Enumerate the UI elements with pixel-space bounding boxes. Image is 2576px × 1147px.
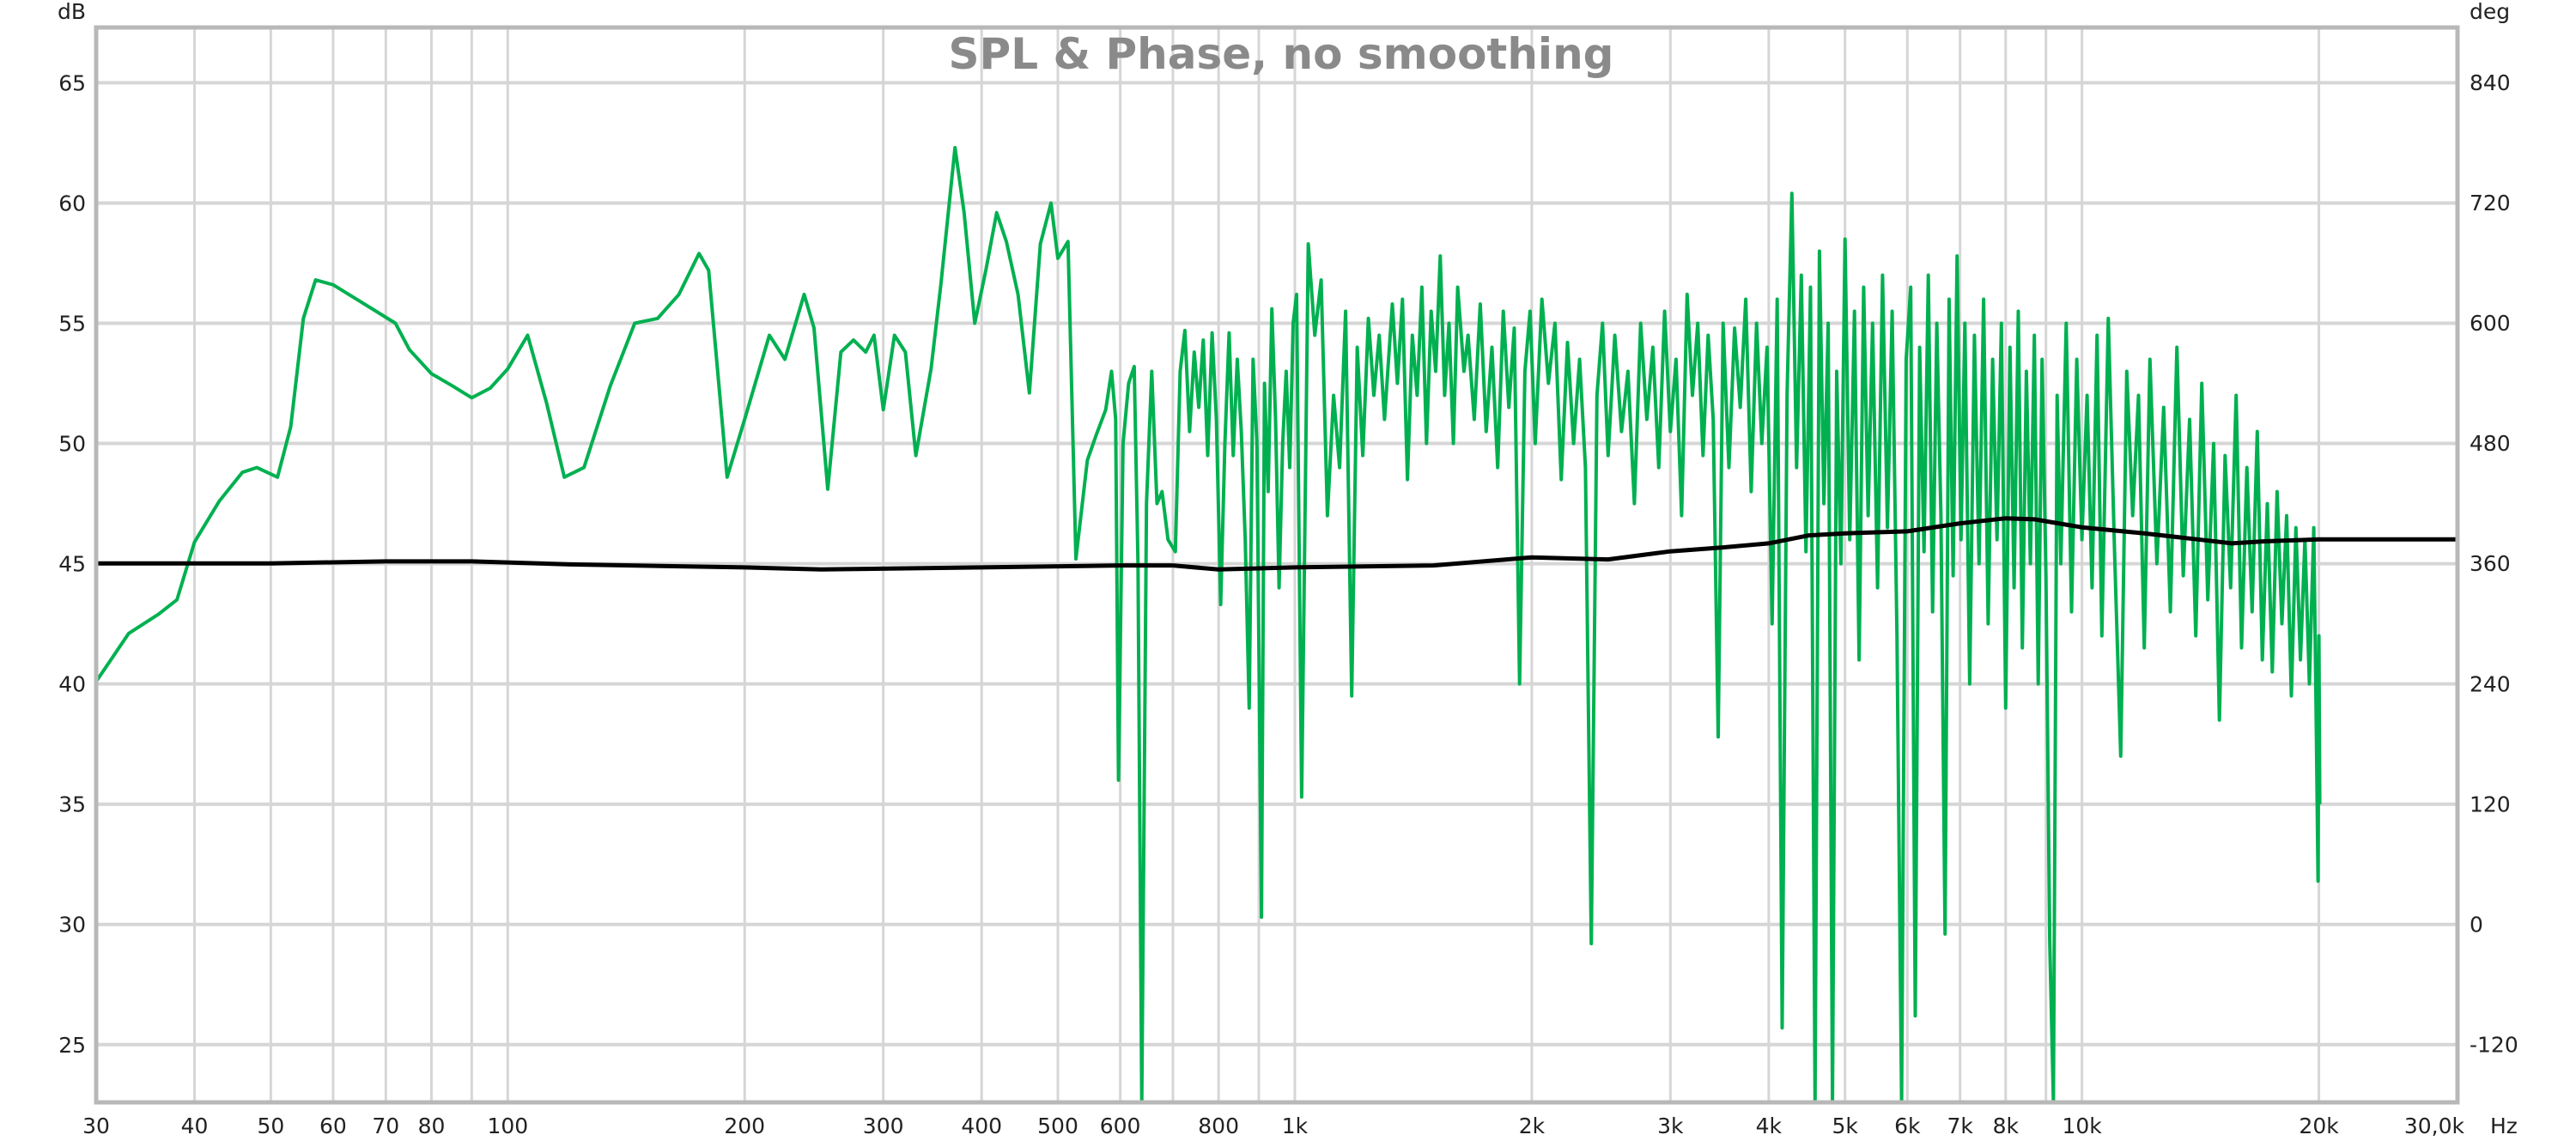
x-tick-label: 800 (1198, 1114, 1239, 1138)
series-layer (94, 146, 2458, 1104)
x-tick-label: 200 (724, 1114, 765, 1138)
y-axis-label: dB (58, 0, 86, 24)
x-tick-label: 100 (487, 1114, 528, 1138)
y-tick-label: 50 (58, 432, 86, 457)
y-tick-label: 60 (58, 191, 86, 215)
x-tick-label: 60 (319, 1114, 347, 1138)
x-tick-label: 4k (1756, 1114, 1783, 1138)
y2-tick-label: 240 (2470, 671, 2511, 696)
series-spl-line (94, 146, 2322, 1104)
plot-frame (94, 25, 2460, 1105)
x-tick-label: 6k (1894, 1114, 1921, 1138)
y2-axis-label: deg (2470, 0, 2510, 24)
x-tick-label: 7k (1947, 1114, 1973, 1138)
y2-tick-label: 0 (2470, 912, 2483, 937)
x-tick-label: 20k (2299, 1114, 2339, 1138)
x-tick-label: 400 (961, 1114, 1002, 1138)
y2-tick-label: 480 (2470, 431, 2511, 456)
y2-tick-label: -120 (2470, 1032, 2518, 1057)
y2-tick-label: 360 (2470, 551, 2511, 576)
y2-tick-label: 720 (2470, 191, 2511, 215)
x-tick-label: 8k (1993, 1114, 2020, 1138)
x-tick-label: 30,0k (2404, 1114, 2465, 1138)
x-tick-label: 300 (863, 1114, 904, 1138)
x-tick-label: 3k (1657, 1114, 1684, 1138)
x-tick-label: 80 (418, 1114, 446, 1138)
y-tick-label: 55 (58, 312, 86, 337)
y-tick-label: 25 (58, 1033, 86, 1058)
x-tick-label: 30 (82, 1114, 110, 1138)
x-tick-label: 600 (1100, 1114, 1141, 1138)
y-tick-label: 40 (58, 672, 86, 697)
x-tick-label: 70 (372, 1114, 399, 1138)
x-tick-label: 500 (1037, 1114, 1078, 1138)
y-tick-label: 30 (58, 913, 86, 938)
y-tick-label: 35 (58, 792, 86, 817)
series-phase-line (96, 516, 2458, 572)
y-tick-label: 45 (58, 552, 86, 577)
chart-title: SPL & Phase, no smoothing (949, 29, 1614, 79)
y2-tick-label: 120 (2470, 792, 2511, 816)
y-tick-label: 65 (58, 70, 86, 95)
y2-tick-label: 600 (2470, 311, 2511, 336)
x-tick-label: 1k (1282, 1114, 1309, 1138)
x-tick-label: 10k (2062, 1114, 2102, 1138)
tick-labels: 25 30 35 40 45 50 55 60 65 -120 0 120 240 360 480 600 72… (58, 70, 2518, 1138)
x-tick-label: 5k (1832, 1114, 1858, 1138)
x-tick-label: 40 (181, 1114, 209, 1138)
x-axis-unit: Hz (2490, 1114, 2518, 1138)
x-tick-label: 50 (257, 1114, 284, 1138)
y2-tick-label: 840 (2470, 70, 2511, 95)
x-tick-label: 2k (1519, 1114, 1546, 1138)
